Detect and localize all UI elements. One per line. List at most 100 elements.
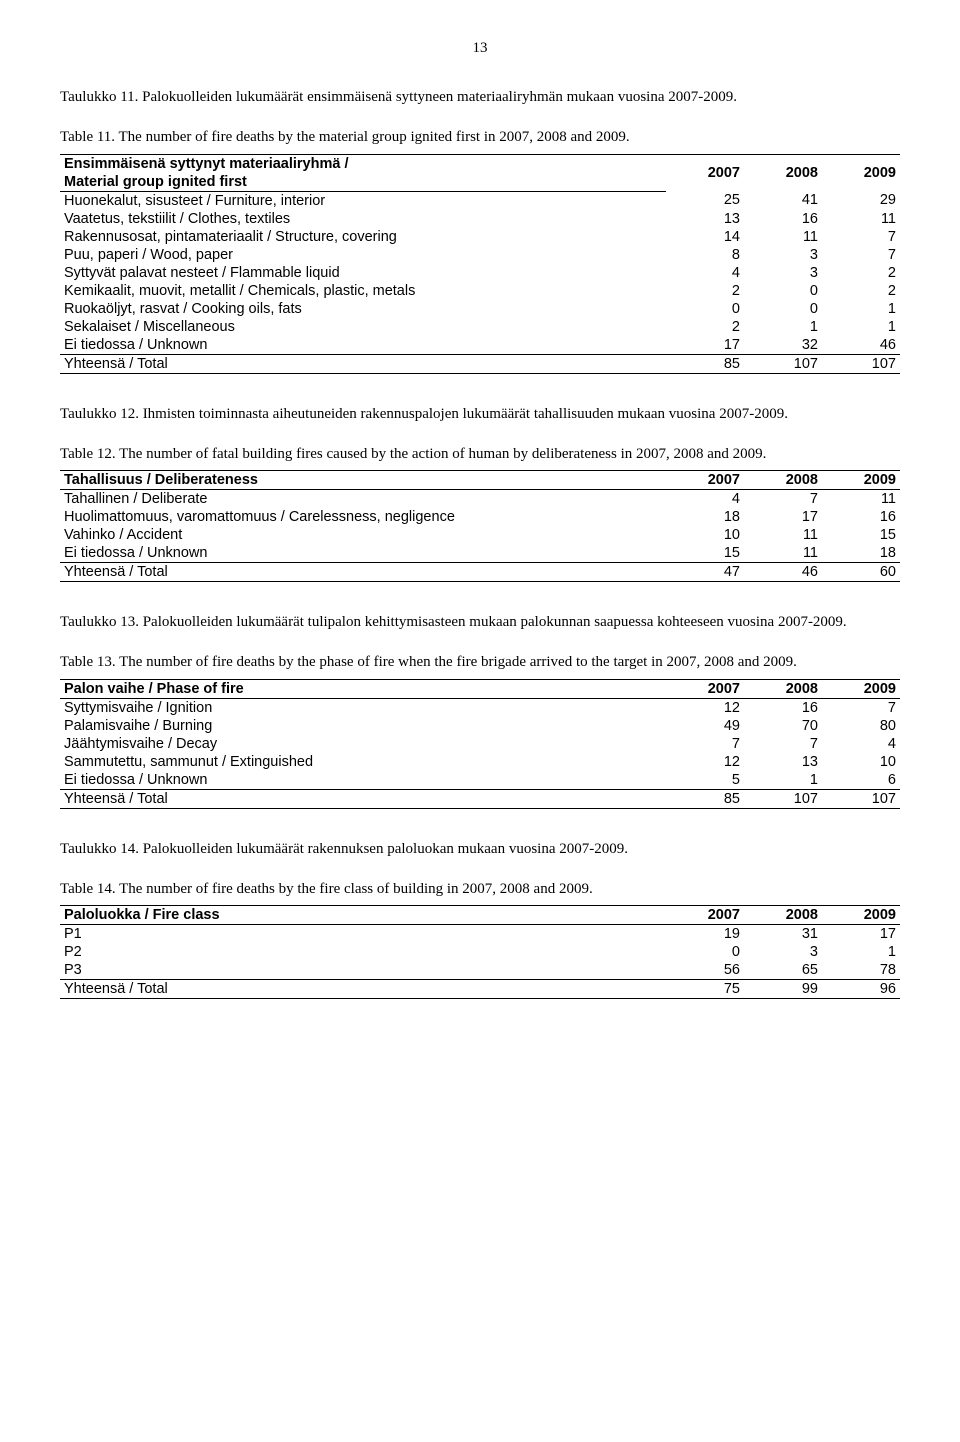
table12-year2: 2008	[744, 471, 822, 490]
table-row-label: Syttymisvaihe / Ignition	[60, 698, 666, 717]
table-row-value: 3	[744, 943, 822, 961]
table-row-value: 1	[822, 318, 900, 336]
table-row-value: 41	[744, 191, 822, 210]
table-row-label: Syttyvät palavat nesteet / Flammable liq…	[60, 264, 666, 282]
table-row-value: 11	[822, 490, 900, 509]
table11-total-v1: 85	[666, 354, 744, 373]
table-row-value: 7	[822, 698, 900, 717]
table-row-value: 2	[822, 264, 900, 282]
table-row-value: 0	[744, 282, 822, 300]
table-row-value: 80	[822, 717, 900, 735]
table11-year2: 2008	[744, 154, 822, 191]
table14-caption-en: Table 14. The number of fire deaths by t…	[60, 879, 900, 899]
table11-total-v3: 107	[822, 354, 900, 373]
table-row-label: P3	[60, 961, 666, 980]
table-row-label: P1	[60, 925, 666, 944]
table-row-label: Ei tiedossa / Unknown	[60, 544, 666, 563]
table-row-value: 16	[744, 210, 822, 228]
table12: Tahallisuus / Deliberateness 2007 2008 2…	[60, 470, 900, 582]
table14-total-label: Yhteensä / Total	[60, 980, 666, 999]
table-row-label: Tahallinen / Deliberate	[60, 490, 666, 509]
table13-total-v2: 107	[744, 789, 822, 808]
table-row-label: Kemikaalit, muovit, metallit / Chemicals…	[60, 282, 666, 300]
table-row-value: 6	[822, 771, 900, 790]
table-row-value: 11	[822, 210, 900, 228]
table-row-label: Sekalaiset / Miscellaneous	[60, 318, 666, 336]
table12-year3: 2009	[822, 471, 900, 490]
table-row-label: Sammutettu, sammunut / Extinguished	[60, 753, 666, 771]
table13: Palon vaihe / Phase of fire 2007 2008 20…	[60, 679, 900, 809]
table11: Ensimmäisenä syttynyt materiaaliryhmä / …	[60, 154, 900, 374]
table-row-value: 0	[666, 943, 744, 961]
table-row-value: 2	[666, 282, 744, 300]
table12-total-v2: 46	[744, 563, 822, 582]
table13-header-label: Palon vaihe / Phase of fire	[60, 679, 666, 698]
table14-total-v2: 99	[744, 980, 822, 999]
table-row-value: 65	[744, 961, 822, 980]
table-row-label: Jäähtymisvaihe / Decay	[60, 735, 666, 753]
table14-total-v1: 75	[666, 980, 744, 999]
table14: Paloluokka / Fire class 2007 2008 2009 P…	[60, 905, 900, 999]
table14-year1: 2007	[666, 906, 744, 925]
table11-year1: 2007	[666, 154, 744, 191]
table-row-value: 70	[744, 717, 822, 735]
table13-year1: 2007	[666, 679, 744, 698]
table-row-value: 8	[666, 246, 744, 264]
table-row-value: 32	[744, 336, 822, 355]
table11-year3: 2009	[822, 154, 900, 191]
table11-caption-fi: Taulukko 11. Palokuolleiden lukumäärät e…	[60, 87, 900, 107]
table-row-value: 49	[666, 717, 744, 735]
table14-year3: 2009	[822, 906, 900, 925]
table-row-value: 15	[822, 526, 900, 544]
table-row-value: 18	[666, 508, 744, 526]
table-row-label: Puu, paperi / Wood, paper	[60, 246, 666, 264]
table11-total-v2: 107	[744, 354, 822, 373]
table-row-value: 17	[666, 336, 744, 355]
table-row-label: Vaatetus, tekstiilit / Clothes, textiles	[60, 210, 666, 228]
table-row-value: 31	[744, 925, 822, 944]
table-row-value: 17	[822, 925, 900, 944]
table-row-value: 13	[744, 753, 822, 771]
table-row-value: 5	[666, 771, 744, 790]
table13-caption-fi: Taulukko 13. Palokuolleiden lukumäärät t…	[60, 612, 900, 632]
table13-total-label: Yhteensä / Total	[60, 789, 666, 808]
table-row-value: 19	[666, 925, 744, 944]
table-row-value: 7	[744, 735, 822, 753]
table-row-label: Rakennusosat, pintamateriaalit / Structu…	[60, 228, 666, 246]
table12-year1: 2007	[666, 471, 744, 490]
table-row-value: 1	[822, 300, 900, 318]
table12-total-v3: 60	[822, 563, 900, 582]
table-row-label: P2	[60, 943, 666, 961]
table-row-value: 1	[822, 943, 900, 961]
table-row-value: 10	[666, 526, 744, 544]
table13-total-v1: 85	[666, 789, 744, 808]
table-row-value: 56	[666, 961, 744, 980]
table-row-label: Vahinko / Accident	[60, 526, 666, 544]
table-row-value: 12	[666, 753, 744, 771]
table-row-value: 46	[822, 336, 900, 355]
table14-year2: 2008	[744, 906, 822, 925]
table-row-label: Ei tiedossa / Unknown	[60, 771, 666, 790]
table-row-value: 4	[822, 735, 900, 753]
table-row-label: Palamisvaihe / Burning	[60, 717, 666, 735]
table-row-value: 11	[744, 228, 822, 246]
table-row-value: 13	[666, 210, 744, 228]
table-row-value: 25	[666, 191, 744, 210]
table11-header-label-line1: Ensimmäisenä syttynyt materiaaliryhmä /	[60, 154, 666, 173]
table-row-value: 1	[744, 771, 822, 790]
table14-caption-fi: Taulukko 14. Palokuolleiden lukumäärät r…	[60, 839, 900, 859]
table-row-value: 11	[744, 544, 822, 563]
table-row-value: 10	[822, 753, 900, 771]
table11-caption-en: Table 11. The number of fire deaths by t…	[60, 127, 900, 147]
table-row-value: 15	[666, 544, 744, 563]
table13-caption-en: Table 13. The number of fire deaths by t…	[60, 652, 900, 672]
table11-header-label-line2: Material group ignited first	[60, 173, 666, 192]
table14-header-label: Paloluokka / Fire class	[60, 906, 666, 925]
page-number: 13	[60, 40, 900, 57]
table13-year3: 2009	[822, 679, 900, 698]
table-row-label: Huolimattomuus, varomattomuus / Careless…	[60, 508, 666, 526]
table-row-label: Ei tiedossa / Unknown	[60, 336, 666, 355]
table-row-value: 2	[666, 318, 744, 336]
table-row-value: 3	[744, 264, 822, 282]
table-row-value: 4	[666, 264, 744, 282]
